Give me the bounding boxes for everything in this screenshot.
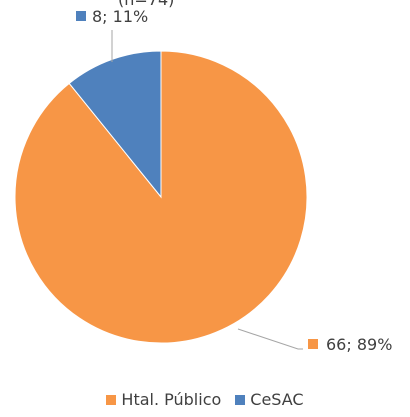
legend-item-cesac: CeSAC	[235, 390, 304, 409]
legend-swatch-cesac	[235, 394, 246, 405]
leader-line-htal-publico	[237, 328, 303, 350]
data-labels: 8; 11% 66; 89%	[76, 7, 392, 354]
legend-label-htal-publico: Htal. Público	[121, 390, 222, 409]
legend-swatch-htal-publico	[106, 394, 117, 405]
leader-lines	[111, 30, 303, 350]
pie-slices	[14, 50, 308, 344]
top-text-fragment: (n=74)	[118, 0, 174, 9]
legend-label-cesac: CeSAC	[250, 390, 304, 409]
data-label-htal-publico: 66; 89%	[326, 335, 392, 354]
data-label-swatch-cesac	[76, 11, 86, 21]
legend-item-htal-publico: Htal. Público	[106, 390, 221, 409]
data-label-swatch-htal-publico	[308, 339, 318, 349]
legend: Htal. Público CeSAC	[0, 390, 410, 409]
data-label-cesac: 8; 11%	[92, 7, 148, 26]
